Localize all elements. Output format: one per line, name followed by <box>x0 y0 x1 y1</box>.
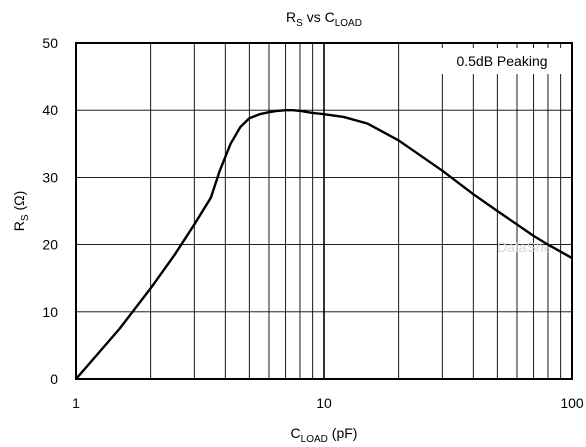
grid-lines <box>76 43 572 379</box>
series-line <box>75 109 573 380</box>
y-tick-label: 0 <box>50 371 58 387</box>
y-axis-tick-labels: 0 10 20 30 40 50 <box>42 35 58 387</box>
x-axis-tick-labels: 1 10 100 <box>72 395 584 411</box>
plot-frame <box>75 42 573 380</box>
y-tick-label: 50 <box>42 35 58 51</box>
annotation-box <box>437 48 568 74</box>
y-tick-label: 10 <box>42 304 58 320</box>
x-tick-label: 10 <box>316 395 332 411</box>
x-tick-label: 1 <box>72 395 80 411</box>
x-axis-title: CLOAD (pF) <box>291 425 358 445</box>
y-tick-label: 20 <box>42 237 58 253</box>
y-tick-label: 30 <box>42 169 58 185</box>
chart-title: RS vs CLOAD <box>286 9 362 29</box>
annotation-label: 0.5dB Peaking <box>456 53 547 69</box>
y-tick-label: 40 <box>42 102 58 118</box>
watermark: DataShe <box>497 239 552 255</box>
y-axis-title: RS (Ω) <box>11 191 31 231</box>
x-tick-label: 100 <box>560 395 584 411</box>
